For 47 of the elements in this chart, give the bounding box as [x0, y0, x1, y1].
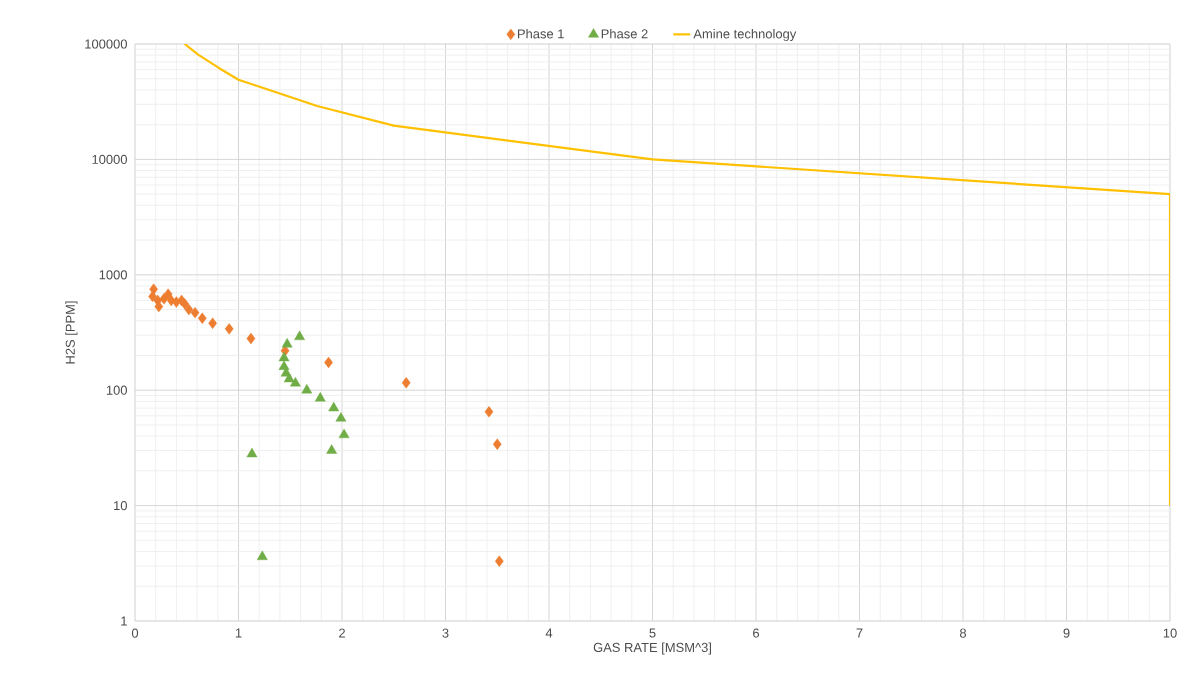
- x-tick-label: 1: [235, 628, 242, 638]
- point: [281, 338, 293, 348]
- point: [278, 351, 290, 362]
- x-tick-label: 3: [442, 628, 449, 638]
- x-tick-label: 4: [545, 628, 553, 638]
- x-tick-label: 2: [339, 628, 345, 638]
- y-tick-label: 1: [121, 616, 127, 626]
- point: [208, 317, 217, 329]
- point: [246, 447, 258, 458]
- point: [283, 372, 295, 383]
- point: [301, 384, 313, 394]
- point: [224, 323, 234, 335]
- y-tick-label: 10: [114, 501, 127, 511]
- legend-label: Amine technology: [693, 28, 797, 41]
- point: [484, 406, 494, 418]
- y-tick-label: 100: [106, 385, 127, 395]
- y-tick-label: 100000: [85, 39, 127, 49]
- point: [328, 401, 340, 412]
- x-tick-label: 0: [131, 628, 139, 638]
- y-tick-label: 1000: [99, 270, 127, 280]
- point: [294, 330, 305, 341]
- point: [314, 392, 326, 402]
- x-axis-title: GAS RATE [MSM^3]: [593, 642, 711, 655]
- line-series: [183, 43, 1171, 507]
- point: [335, 412, 347, 422]
- y-axis-title: H2S [PPM]: [65, 301, 78, 364]
- point: [401, 377, 411, 389]
- x-tick-label: 7: [856, 628, 863, 638]
- point: [190, 306, 200, 319]
- legend-label: Phase 1: [517, 28, 564, 39]
- x-tick-label: 5: [649, 628, 656, 638]
- x-tick-label: 10: [1163, 628, 1177, 638]
- point: [338, 428, 350, 439]
- point: [246, 332, 256, 345]
- point: [290, 377, 301, 387]
- point: [492, 438, 502, 450]
- x-tick-label: 9: [1063, 628, 1070, 638]
- x-tick-label: 8: [959, 628, 967, 638]
- point: [326, 444, 338, 454]
- y-tick-label: 10000: [92, 154, 127, 164]
- point: [149, 283, 158, 295]
- point: [180, 298, 189, 310]
- legend-label: Phase 2: [601, 28, 648, 39]
- point: [184, 303, 194, 316]
- x-tick-label: 6: [753, 628, 760, 638]
- point: [197, 312, 207, 324]
- point: [256, 550, 268, 560]
